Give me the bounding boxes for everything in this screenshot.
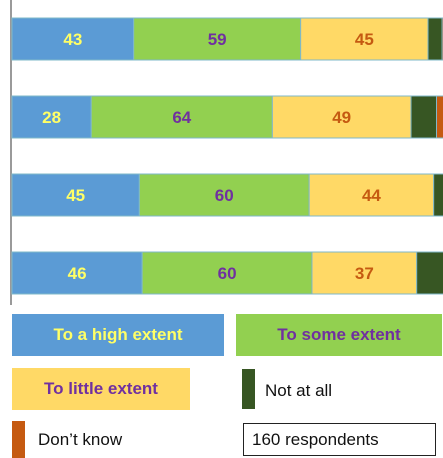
data-label-high-row-2: 28: [42, 108, 61, 127]
bar-segment-some-row-3: [138, 173, 310, 217]
bar-segment-some-row-2: [90, 95, 273, 139]
respondents-note: 160 respondents: [243, 423, 436, 456]
bar-segment-high-row-3: [11, 173, 140, 217]
bar-segment-little-row-3: [308, 173, 435, 217]
bar-segment-some-row-1: [133, 17, 302, 61]
legend-some-extent-label: To some extent: [277, 325, 401, 344]
respondents-note-text: 160 respondents: [252, 429, 379, 449]
legend-high-extent: To a high extent: [12, 314, 224, 356]
data-label-some-row-1: 59: [208, 30, 227, 49]
bar-segment-some-row-4: [141, 251, 313, 295]
data-label-little-row-1: 45: [355, 30, 374, 49]
legend-not-at-all-swatch: [242, 369, 255, 409]
data-label-some-row-4: 60: [218, 264, 237, 283]
bar-segment-not-at-all-row-3: [433, 173, 443, 217]
data-label-little-row-2: 49: [332, 108, 351, 127]
bar-segment-dont-know-row-2: [436, 95, 443, 139]
data-label-high-row-3: 45: [66, 186, 85, 205]
legend-some-extent: To some extent: [236, 314, 442, 356]
data-label-little-row-3: 44: [362, 186, 381, 205]
bar-segment-not-at-all-row-1: [427, 17, 443, 61]
stacked-bar-chart: 43 59 45 28 64 49 45 60 44 46 60 37: [10, 0, 443, 305]
legend-high-extent-label: To a high extent: [53, 325, 183, 344]
legend-dont-know-swatch: [12, 421, 25, 458]
data-label-high-row-1: 43: [63, 30, 82, 49]
data-label-little-row-4: 37: [355, 264, 374, 283]
legend-little-extent: To little extent: [12, 368, 190, 410]
bar-segment-little-row-1: [300, 17, 429, 61]
bar-segment-little-row-4: [311, 251, 418, 295]
data-label-high-row-4: 46: [68, 264, 87, 283]
bar-segment-high-row-4: [11, 251, 143, 295]
bar-segment-not-at-all-row-4: [416, 251, 443, 295]
bar-segment-not-at-all-row-2: [410, 95, 437, 139]
legend-dont-know-label: Don’t know: [38, 430, 123, 449]
data-label-some-row-2: 64: [172, 108, 191, 127]
data-label-some-row-3: 60: [215, 186, 234, 205]
legend-little-extent-label: To little extent: [44, 379, 158, 398]
bar-segment-little-row-2: [271, 95, 412, 139]
legend-not-at-all-label: Not at all: [265, 381, 333, 400]
